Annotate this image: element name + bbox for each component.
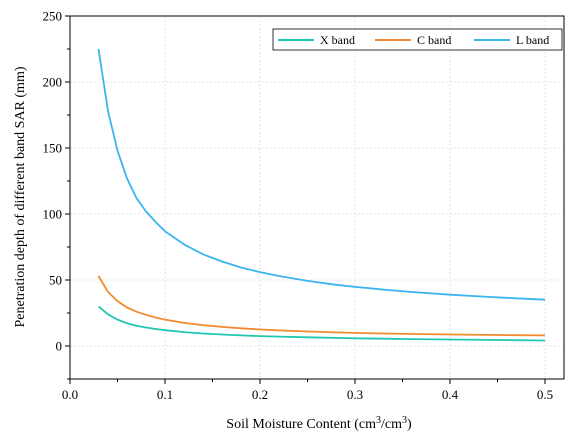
x-tick-label: 0.5 <box>537 387 553 402</box>
y-tick-label: 250 <box>43 9 63 24</box>
y-tick-label: 100 <box>43 207 63 222</box>
y-tick-label: 150 <box>43 141 63 156</box>
legend: X band C band L band <box>272 28 563 51</box>
legend-label: C band <box>417 33 451 47</box>
series-line-l-band <box>97 48 546 301</box>
y-tick-label: 0 <box>56 339 63 354</box>
x-tick-label: 0.2 <box>252 387 268 402</box>
legend-box <box>272 28 563 51</box>
y-tick-label: 50 <box>49 273 62 288</box>
y-axis-title: Penetration depth of different band SAR … <box>13 66 28 327</box>
legend-label: L band <box>516 33 549 47</box>
legend-label: X band <box>320 33 355 47</box>
x-axis-ticks: 0.0 0.1 0.2 0.3 0.4 0.5 <box>62 379 553 402</box>
x-tick-label: 0.1 <box>157 387 173 402</box>
series-line-c-band <box>97 275 546 337</box>
x-axis-title: Soil Moisture Content (cm3/cm3) <box>226 415 412 432</box>
x-tick-label: 0.4 <box>442 387 459 402</box>
y-axis-ticks: 0 50 100 150 200 250 <box>43 9 70 380</box>
x-tick-label: 0.3 <box>347 387 363 402</box>
series-line-x-band <box>97 305 546 342</box>
series-lines <box>97 48 546 342</box>
x-tick-label: 0.0 <box>62 387 78 402</box>
plot-frame <box>69 15 565 380</box>
grid-lines <box>69 15 564 379</box>
y-tick-label: 200 <box>43 75 63 90</box>
